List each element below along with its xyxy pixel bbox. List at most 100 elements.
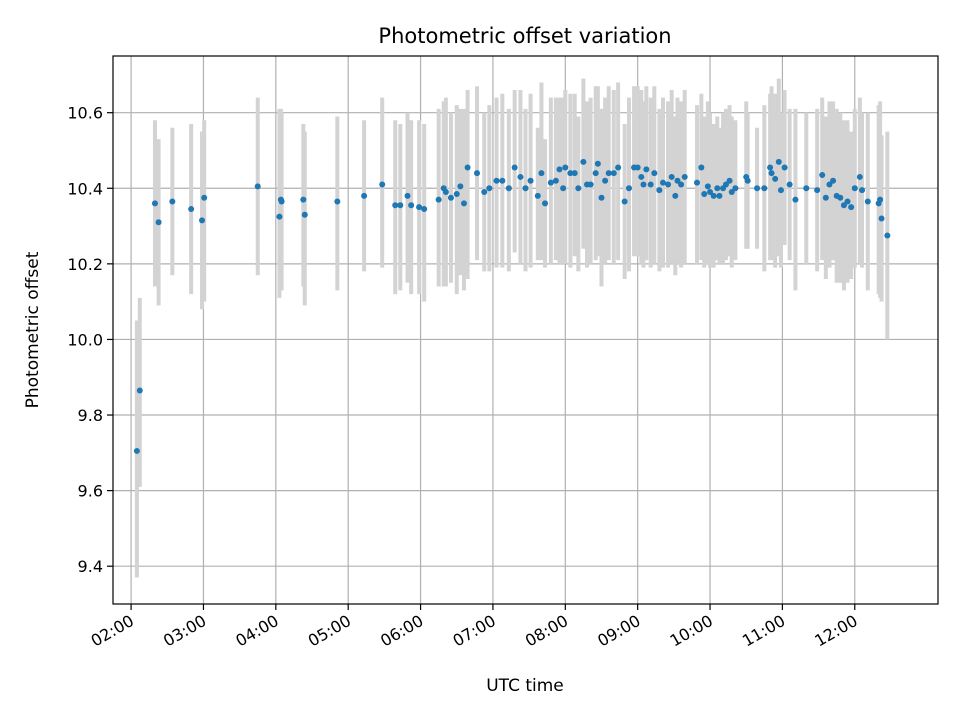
data-point (761, 185, 768, 192)
y-axis-ticks: 9.4 9.6 9.8 10.0 10.2 10.4 10.6 (67, 104, 113, 576)
data-point (552, 177, 559, 184)
chart-title: Photometric offset variation (378, 24, 671, 48)
data-point (772, 175, 779, 182)
y-tick-label: 9.8 (78, 406, 103, 425)
data-point (442, 189, 449, 196)
data-point (605, 170, 612, 177)
data-point (404, 192, 411, 199)
data-point (754, 185, 761, 192)
data-point (840, 202, 847, 209)
data-point (534, 192, 541, 199)
data-point (848, 204, 855, 211)
data-point (453, 190, 460, 197)
data-point (877, 196, 884, 203)
data-point (201, 194, 208, 201)
data-point (656, 187, 663, 194)
data-point (547, 179, 554, 186)
data-point (665, 181, 672, 188)
data-point (621, 198, 628, 205)
y-axis-label: Photometric offset (23, 251, 43, 408)
data-point (474, 170, 481, 177)
data-point (379, 181, 386, 188)
data-point (155, 219, 162, 226)
data-point (334, 198, 341, 205)
data-point (792, 196, 799, 203)
data-point (133, 447, 140, 454)
data-point (732, 185, 739, 192)
data-point (722, 181, 729, 188)
data-point (580, 158, 587, 165)
data-point (726, 177, 733, 184)
data-point (625, 185, 632, 192)
data-point (694, 179, 701, 186)
data-point (786, 181, 793, 188)
data-point (594, 160, 601, 167)
data-point (643, 166, 650, 173)
data-point (844, 198, 851, 205)
data-point (199, 217, 206, 224)
data-point (408, 202, 415, 209)
data-point (716, 192, 723, 199)
data-point (681, 173, 688, 180)
data-point (704, 183, 711, 190)
data-point (527, 177, 534, 184)
data-point (556, 166, 563, 173)
x-axis-label: UTC time (486, 676, 564, 696)
data-point (714, 185, 721, 192)
data-points (133, 158, 891, 454)
data-point (300, 196, 307, 203)
data-point (464, 164, 471, 171)
data-point (499, 177, 506, 184)
data-point (640, 181, 647, 188)
y-tick-label: 10.4 (67, 179, 103, 198)
data-point (710, 192, 717, 199)
data-point (701, 190, 708, 197)
data-point (851, 185, 858, 192)
data-point (859, 187, 866, 194)
data-point (592, 170, 599, 177)
data-point (188, 206, 195, 213)
data-point (651, 170, 658, 177)
data-point (460, 200, 467, 207)
data-point (672, 192, 679, 199)
y-tick-label: 10.0 (67, 330, 103, 349)
data-point (884, 232, 891, 239)
data-point (638, 173, 645, 180)
data-point (567, 170, 574, 177)
data-point (447, 194, 454, 201)
data-point (610, 170, 617, 177)
data-point (486, 185, 493, 192)
data-point (560, 185, 567, 192)
data-point (435, 196, 442, 203)
data-point (571, 170, 578, 177)
axes-frame (112, 55, 939, 605)
data-point (728, 189, 735, 196)
data-point (542, 200, 549, 207)
data-point (421, 206, 428, 213)
data-point (837, 194, 844, 201)
data-point (615, 164, 622, 171)
data-point (522, 185, 529, 192)
data-point (830, 177, 837, 184)
data-point (678, 181, 685, 188)
data-point (822, 194, 829, 201)
data-point (777, 187, 784, 194)
data-point (361, 192, 368, 199)
data-point (151, 200, 158, 207)
data-point (517, 173, 524, 180)
data-point (538, 170, 545, 177)
data-point (668, 173, 675, 180)
data-point (856, 173, 863, 180)
data-point (301, 211, 308, 218)
data-point (587, 181, 594, 188)
data-point (136, 387, 143, 394)
data-point (575, 185, 582, 192)
data-point (481, 189, 488, 196)
y-tick-label: 9.4 (78, 557, 103, 576)
data-point (878, 215, 885, 222)
data-point (169, 198, 176, 205)
data-point (767, 164, 774, 171)
data-point (457, 183, 464, 190)
data-point (392, 202, 399, 209)
